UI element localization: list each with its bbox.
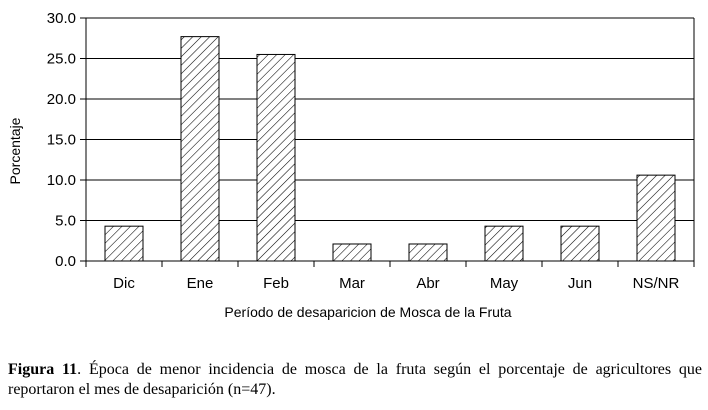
x-tick-label-1: Ene xyxy=(187,275,214,292)
y-tick-label-5: 25.0 xyxy=(47,51,76,68)
bar-ene xyxy=(180,36,220,262)
bar-jun xyxy=(560,225,600,262)
y-tick-label-4: 20.0 xyxy=(47,91,76,108)
x-tick-label-6: Jun xyxy=(568,275,592,292)
bar-ns-nr xyxy=(636,174,676,262)
tick-labels: 0.0 5.0 10.0 15.0 20.0 25.0 30.0 Dic Ene Feb Mar Ab… xyxy=(47,10,680,292)
figure-label: Figura 11 xyxy=(8,361,78,378)
bar-feb xyxy=(256,53,296,262)
x-tick-label-0: Dic xyxy=(113,275,135,292)
figure-caption: Figura 11. Época de menor incidencia de … xyxy=(8,360,702,400)
y-tick-label-2: 10.0 xyxy=(47,172,76,189)
bar-dic xyxy=(104,225,144,262)
bar-may xyxy=(484,225,524,262)
axes xyxy=(80,17,695,267)
bars xyxy=(104,36,676,262)
figure-caption-text: . Época de menor incidencia de mosca de … xyxy=(8,361,703,398)
y-axis-title: Porcentaje xyxy=(7,117,23,184)
x-axis-title: Período de desaparicion de Mosca de la F… xyxy=(224,304,511,320)
y-tick-label-1: 5.0 xyxy=(55,213,76,230)
x-tick-label-7: NS/NR xyxy=(633,275,680,292)
y-tick-label-6: 30.0 xyxy=(47,10,76,27)
bar-mar xyxy=(332,243,372,262)
x-tick-label-5: May xyxy=(490,275,519,292)
bar-abr xyxy=(408,243,448,262)
x-tick-label-2: Feb xyxy=(263,275,289,292)
y-tick-label-0: 0.0 xyxy=(55,253,76,270)
bar-chart: 0.0 5.0 10.0 15.0 20.0 25.0 30.0 Dic Ene Feb Mar Ab… xyxy=(7,10,695,320)
y-tick-label-3: 15.0 xyxy=(47,132,76,149)
x-tick-label-3: Mar xyxy=(339,275,365,292)
gridlines xyxy=(86,17,694,221)
x-tick-label-4: Abr xyxy=(416,275,439,292)
